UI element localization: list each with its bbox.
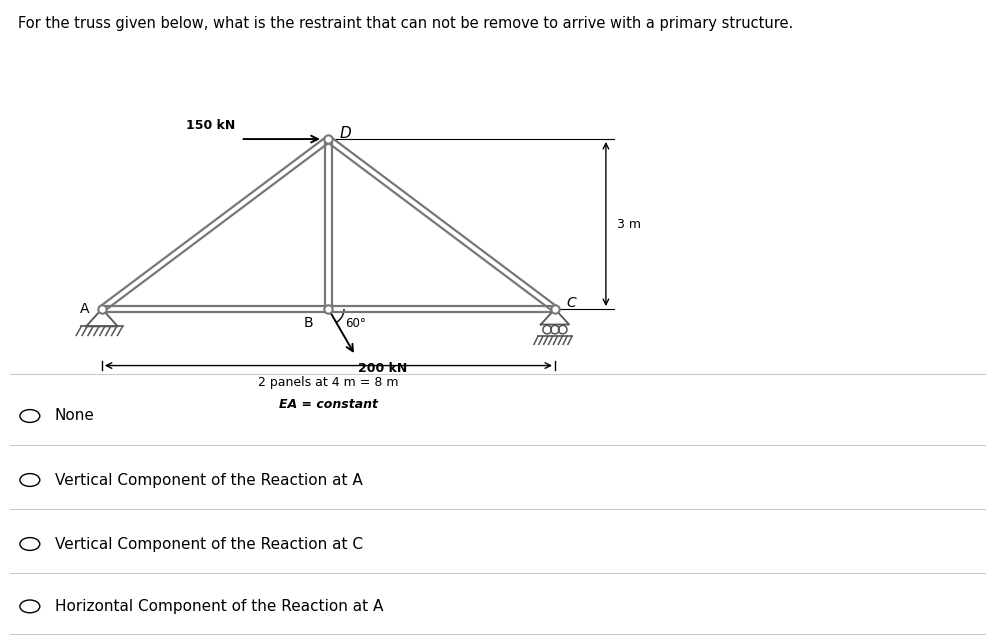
Text: EA = constant: EA = constant bbox=[278, 399, 378, 412]
Text: B: B bbox=[303, 316, 313, 330]
Text: Vertical Component of the Reaction at A: Vertical Component of the Reaction at A bbox=[55, 472, 362, 488]
Text: None: None bbox=[55, 408, 94, 424]
Polygon shape bbox=[86, 309, 117, 326]
Text: For the truss given below, what is the restraint that can not be remove to arriv: For the truss given below, what is the r… bbox=[18, 16, 792, 31]
Polygon shape bbox=[540, 309, 569, 324]
Text: D: D bbox=[339, 126, 351, 141]
Text: 150 kN: 150 kN bbox=[186, 119, 235, 132]
Text: 2 panels at 4 m = 8 m: 2 panels at 4 m = 8 m bbox=[257, 376, 399, 388]
Text: 200 kN: 200 kN bbox=[358, 362, 407, 375]
Text: A: A bbox=[81, 302, 89, 316]
Text: C: C bbox=[566, 296, 576, 310]
Text: Horizontal Component of the Reaction at A: Horizontal Component of the Reaction at … bbox=[55, 599, 383, 614]
Text: Vertical Component of the Reaction at C: Vertical Component of the Reaction at C bbox=[55, 536, 363, 552]
Text: 60°: 60° bbox=[345, 317, 366, 330]
Text: 3 m: 3 m bbox=[616, 218, 640, 230]
